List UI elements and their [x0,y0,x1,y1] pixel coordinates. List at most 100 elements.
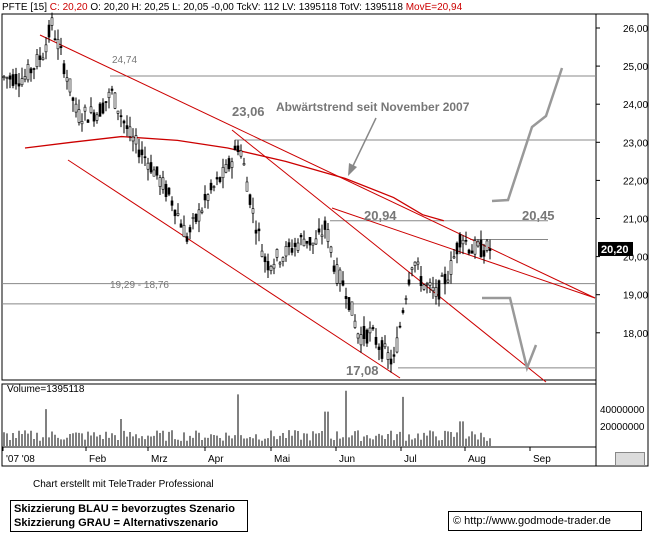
candle-body [257,228,261,232]
label-20-45: 20,45 [522,208,555,223]
candle-body [221,167,225,179]
candle-body [314,238,318,245]
candle-body [395,337,399,353]
candle-body [17,83,21,87]
candle-body [143,156,147,159]
candle-body [224,164,228,173]
candle-body [44,44,48,53]
trendline [39,34,596,299]
candle-body [104,101,108,103]
candle-body [266,261,270,271]
candle-body [155,166,159,176]
candle-body [416,261,420,265]
candle-body [404,298,408,300]
url-box[interactable]: © http://www.godmode-trader.de [448,511,642,531]
candle-body [434,287,438,297]
candle-body [374,336,378,345]
candle-body [140,149,144,156]
candle-body [308,237,312,246]
candle-body [182,224,186,238]
volume-tick-label: 20000000 [600,422,645,433]
candle-body [176,213,180,216]
candle-body [398,325,402,328]
time-tick-label: '07 '08 [6,454,35,465]
candle-body [377,346,381,350]
candle-body [194,213,198,222]
scenario-arrow-up [491,67,564,203]
candle-body [152,169,156,177]
candle-body [236,145,240,152]
candle-body [125,125,129,129]
legend-grey: Skizzierung GRAU = Alternativszenario [14,517,219,529]
candle-body [185,236,189,242]
candle-body [239,150,243,157]
candle-body [11,74,15,86]
totvol-value: TotV: 1395118 [339,2,403,13]
candle-body [281,257,285,262]
candle-body [206,194,210,201]
tickvol-value: TckV: 112 [236,2,280,13]
url-text[interactable]: http://www.godmode-trader.de [464,515,611,527]
chart-credit: Chart erstellt mit TeleTrader Profession… [33,479,214,490]
candle-body [296,242,300,251]
candle-body [251,208,255,214]
candle-body [443,273,447,285]
price-tick-label: 22,00 [623,176,648,187]
candle-body [164,183,168,197]
candle-body [467,249,471,254]
candle-body [68,78,72,93]
volume-tick-label: 40000000 [600,405,645,416]
candle-body [83,106,87,112]
time-tick-label: Feb [89,454,107,465]
candle-body [197,209,201,222]
candle-body [107,91,111,99]
candle-body [446,279,450,283]
label-zone-19: 19,29 - 18,76 [110,280,169,291]
candle-body [368,327,372,334]
annotation-pointer-head [348,163,357,176]
candle-body [167,187,171,195]
candle-body [110,88,114,91]
candle-body [215,177,219,180]
copyright-icon: © [453,515,462,527]
candle-body [47,24,51,38]
candle-body [218,177,222,183]
change-value: -0,00 [211,2,234,13]
candles [2,12,492,373]
candle-body [428,282,432,286]
candle-body [347,297,351,311]
candle-body [200,210,204,213]
price-tick-label: 21,00 [623,215,648,226]
candle-body [419,276,423,286]
candle-body [35,54,39,68]
candle-body [212,186,216,188]
candle-body [353,320,357,328]
time-tick-label: Apr [208,454,224,465]
candle-body [80,121,84,125]
last-price-marker [598,241,633,256]
candle-body [479,239,483,258]
candle-body [74,103,78,113]
low-value: L: 20,05 [172,2,209,13]
candle-body [95,114,99,121]
trendline [67,159,401,379]
scenario-arrow-down [482,296,538,373]
candle-body [230,161,234,168]
candle-body [440,275,444,277]
label-23-06: 23,06 [232,104,265,119]
candle-body [383,343,387,348]
candle-body [20,78,24,86]
candle-body [341,280,345,286]
candle-body [116,110,120,114]
candle-body [365,329,369,344]
drawing-tool-icon[interactable] [615,452,645,466]
candle-body [263,256,267,263]
candle-body [413,261,417,266]
candle-body [320,234,324,237]
candle-body [38,55,42,60]
candle-body [53,38,57,41]
candle-body [344,296,348,299]
candle-body [50,17,54,26]
candle-body [317,228,321,233]
candle-body [2,76,6,79]
